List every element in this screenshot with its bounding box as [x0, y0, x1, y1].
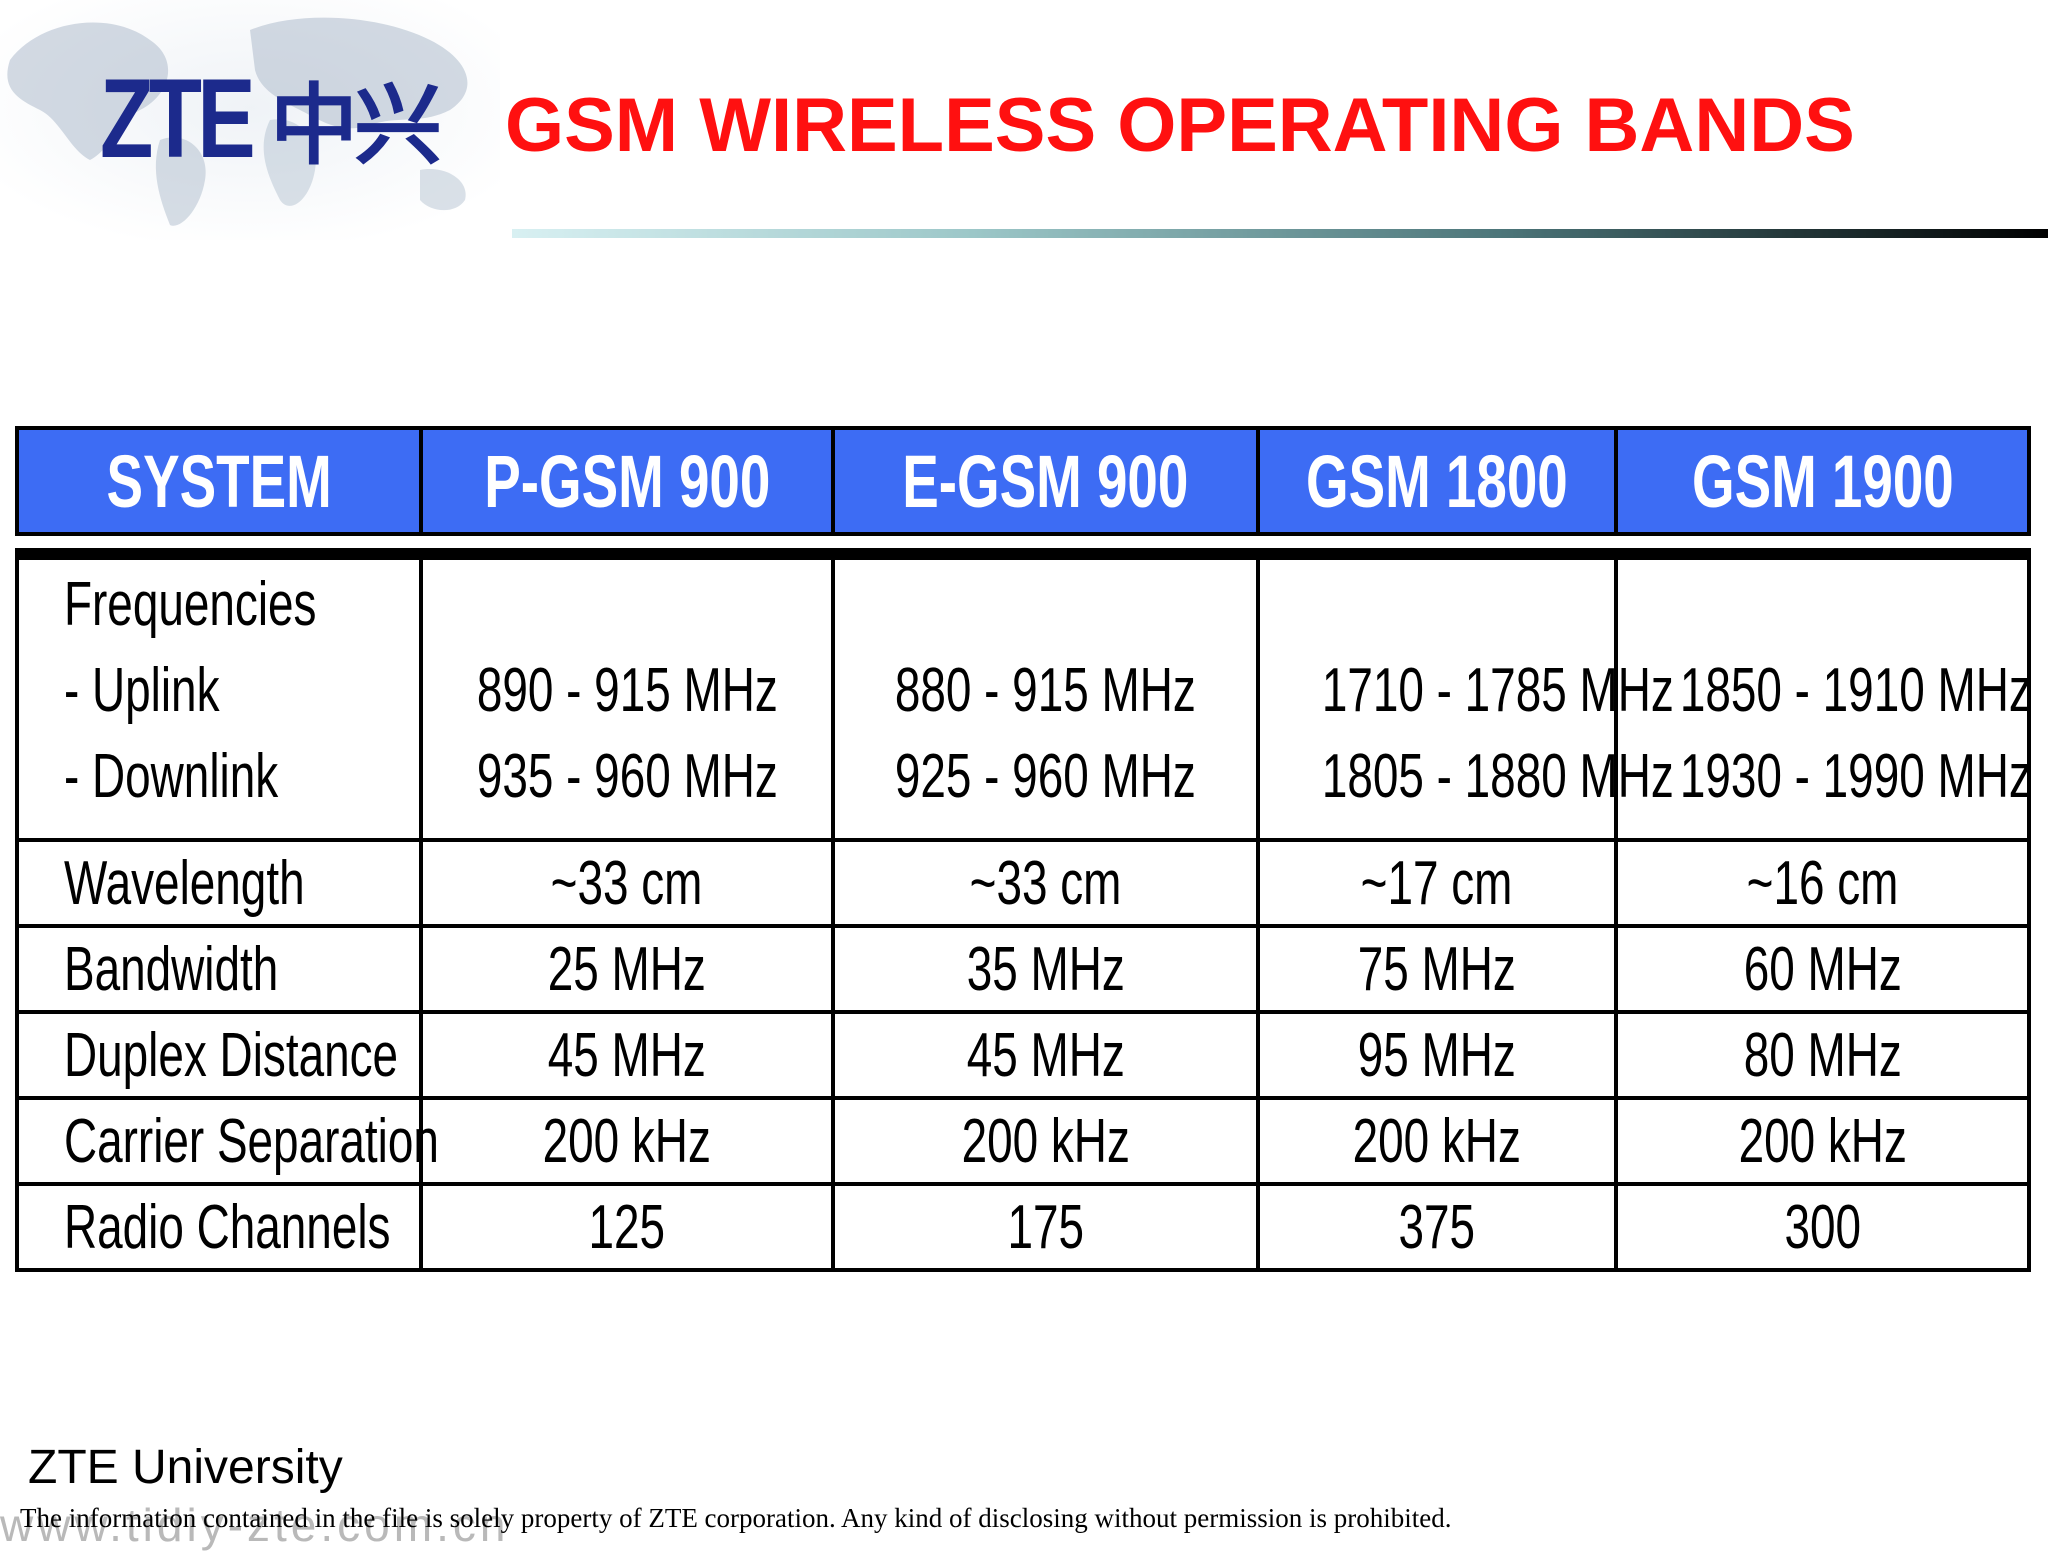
row-label-duplex-distance: Duplex Distance	[15, 1010, 423, 1100]
table-cell: 200 kHz	[1256, 1096, 1618, 1186]
freq-cell-gsm-1800: 1710 - 1785 MHz 1805 - 1880 MHz	[1256, 556, 1674, 842]
row-label-bandwidth: Bandwidth	[15, 924, 423, 1014]
table-cell: 200 kHz	[831, 1096, 1260, 1186]
table-row: Wavelength ~33 cm ~33 cm ~17 cm ~16 cm	[15, 838, 2031, 928]
zte-logo: ZTE 中兴	[100, 56, 442, 181]
header-cell-system: SYSTEM	[15, 426, 423, 536]
table-cell: 45 MHz	[419, 1010, 835, 1100]
freq-cell-gsm-1900: 1850 - 1910 MHz 1930 - 1990 MHz	[1614, 556, 2032, 842]
footer-disclaimer: The information contained in the file is…	[20, 1503, 1452, 1533]
row-label-radio-channels: Radio Channels	[15, 1182, 423, 1272]
row-label-carrier-separation: Carrier Separation	[15, 1096, 439, 1186]
world-map-background	[0, 0, 500, 240]
slide-title: GSM WIRELESS OPERATING BANDS	[505, 83, 1855, 168]
table-cell: ~33 cm	[419, 838, 835, 928]
table-cell: 25 MHz	[419, 924, 835, 1014]
table-cell: 175	[831, 1182, 1260, 1272]
logo-latin-text: ZTE	[100, 55, 256, 181]
header-cell-e-gsm-900: E-GSM 900	[831, 426, 1260, 536]
table-cell: ~17 cm	[1256, 838, 1618, 928]
table-cell: ~33 cm	[831, 838, 1260, 928]
table-cell: 375	[1256, 1182, 1618, 1272]
table-header-row: SYSTEM P-GSM 900 E-GSM 900 GSM 1800 GSM …	[15, 426, 2031, 536]
row-label-frequencies: Frequencies - Uplink - Downlink	[15, 556, 423, 842]
freq-cell-p-gsm-900: 890 - 915 MHz 935 - 960 MHz	[419, 556, 835, 842]
header-cell-p-gsm-900: P-GSM 900	[419, 426, 835, 536]
table-row: Carrier Separation 200 kHz 200 kHz 200 k…	[15, 1096, 2031, 1186]
footer-university-title: ZTE University	[28, 1441, 343, 1494]
table-cell: 300	[1614, 1182, 2031, 1272]
bands-table-container: SYSTEM P-GSM 900 E-GSM 900 GSM 1800 GSM …	[15, 426, 2032, 1272]
header-cell-gsm-1800: GSM 1800	[1256, 426, 1618, 536]
table-row: Bandwidth 25 MHz 35 MHz 75 MHz 60 MHz	[15, 924, 2031, 1014]
table-cell: 200 kHz	[419, 1096, 835, 1186]
table-row: Radio Channels 125 175 375 300	[15, 1182, 2031, 1272]
table-cell: 35 MHz	[831, 924, 1260, 1014]
table-cell: 60 MHz	[1614, 924, 2031, 1014]
table-cell: 80 MHz	[1614, 1010, 2031, 1100]
table-row: Duplex Distance 45 MHz 45 MHz 95 MHz 80 …	[15, 1010, 2031, 1100]
title-divider	[512, 229, 2048, 238]
logo-chinese-text: 中兴	[270, 73, 442, 177]
freq-cell-e-gsm-900: 880 - 915 MHz 925 - 960 MHz	[831, 556, 1260, 842]
table-row: Frequencies - Uplink - Downlink 890 - 91…	[15, 556, 2032, 842]
table-cell: 200 kHz	[1614, 1096, 2031, 1186]
table-cell: 75 MHz	[1256, 924, 1618, 1014]
row-label-wavelength: Wavelength	[15, 838, 423, 928]
table-cell: 95 MHz	[1256, 1010, 1618, 1100]
table-cell: ~16 cm	[1614, 838, 2031, 928]
gsm-bands-table: SYSTEM P-GSM 900 E-GSM 900 GSM 1800 GSM …	[15, 426, 2032, 1272]
table-cell: 45 MHz	[831, 1010, 1260, 1100]
header-cell-gsm-1900: GSM 1900	[1614, 426, 2031, 536]
table-cell: 125	[419, 1182, 835, 1272]
header-gap	[17, 534, 2029, 552]
